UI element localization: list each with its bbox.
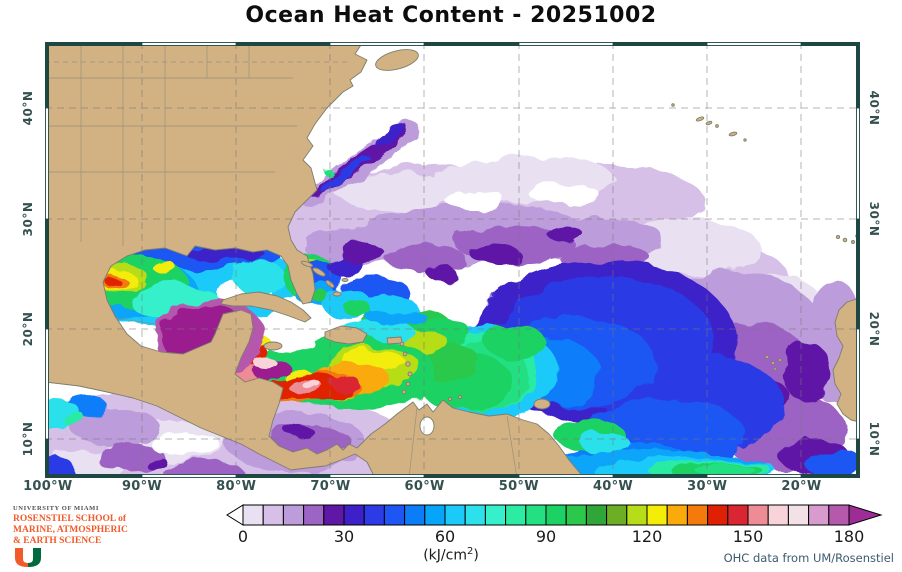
x-tick-label: 60°W (404, 479, 445, 494)
colorbar-cell (707, 504, 729, 526)
colorbar-cell (828, 504, 850, 526)
colorbar-cell (666, 504, 688, 526)
colorbar-cell (626, 504, 648, 526)
colorbar-cell (404, 504, 426, 526)
colorbar-cell (424, 504, 446, 526)
colorbar-cell (686, 504, 709, 526)
y-tick-label: 40°N (21, 90, 35, 126)
y-tick-label: 20°N (867, 311, 881, 347)
colorbar-cell (505, 504, 527, 526)
colorbar-tick: 60 (434, 527, 456, 546)
colorbar-tick: 120 (631, 527, 663, 546)
land-jamaica (263, 341, 283, 351)
y-tick-label: 30°N (21, 201, 35, 236)
colorbar-cell (525, 504, 547, 526)
colorbar-cell (767, 504, 789, 526)
colorbar-tick: 30 (333, 527, 355, 546)
colorbar-cell (444, 504, 466, 526)
colorbar-cell (565, 504, 587, 526)
colorbar-arrow-right (848, 504, 883, 526)
land-puerto-rico (386, 336, 403, 345)
land-azores (671, 103, 747, 142)
colorbar-cell (303, 504, 325, 526)
logo-school-line1: ROSENSTIEL SCHOOL of (13, 514, 126, 524)
colorbar-cell (747, 504, 769, 526)
colorbar-tick: 150 (732, 527, 764, 546)
y-tick-label: 10°N (21, 422, 35, 457)
lake-maracaibo (419, 416, 435, 436)
y-tick-label: 30°N (867, 201, 881, 236)
x-tick-label: 100°W (23, 479, 73, 494)
x-tick-label: 80°W (216, 479, 257, 494)
y-tick-label: 10°N (867, 422, 881, 457)
y-tick-label: 20°N (21, 311, 35, 347)
logo-university-line: UNIVERSITY OF MIAMI (13, 505, 100, 512)
land-cape-verde (765, 355, 782, 371)
miami-u-icon (14, 548, 42, 572)
colorbar-cell (363, 504, 385, 526)
ohc-map (44, 41, 861, 479)
colorbar-tick: 180 (833, 527, 865, 546)
colorbar-cell (484, 504, 507, 526)
logo-school-line2: MARINE, ATMOSPHERIC (13, 524, 128, 535)
page-title: Ocean Heat Content - 20251002 (245, 3, 657, 28)
logo-school-line3: & EARTH SCIENCE (13, 535, 102, 546)
colorbar-cell (262, 504, 284, 526)
colorbar-cell (787, 504, 810, 526)
colorbar-cell (808, 504, 830, 526)
y-tick-label: 40°N (867, 90, 881, 126)
colorbar (215, 503, 887, 529)
colorbar-cell (343, 504, 365, 526)
colorbar-cell (383, 504, 406, 526)
data-attribution: OHC data from UM/Rosenstiel (723, 551, 894, 565)
colorbar-unit-label: (kJ/cm2) (423, 546, 479, 564)
latitude-axis-left: 40°N 30°N 20°N 10°N (0, 42, 40, 478)
colorbar-cell (585, 504, 608, 526)
x-tick-label: 30°W (687, 479, 728, 494)
latitude-axis-right: 40°N 30°N 20°N 10°N (862, 42, 902, 478)
x-tick-label: 40°W (592, 479, 634, 494)
land-nova-scotia (375, 49, 419, 71)
colorbar-cell (545, 504, 567, 526)
colorbar-cell (727, 504, 749, 526)
colorbar-cell (606, 504, 628, 526)
colorbar-arrow-left (226, 504, 244, 526)
graticule (45, 42, 860, 478)
colorbar-cell (646, 504, 668, 526)
rosenstiel-logo: UNIVERSITY OF MIAMI ROSENSTIEL SCHOOL of… (13, 505, 203, 547)
map-frame (45, 42, 860, 478)
map-canvas (44, 41, 861, 479)
colorbar-cell (282, 504, 305, 526)
state-borders (45, 42, 518, 479)
colorbar-cell (323, 504, 345, 526)
colorbar-tick: 0 (237, 527, 249, 546)
x-tick-label: 70°W (310, 479, 351, 494)
land-hispaniola (324, 325, 368, 345)
x-tick-label: 90°W (121, 479, 163, 494)
colorbar-cell (464, 504, 486, 526)
colorbar-tick-labels: 0 30 60 90 120 150 180 (215, 527, 887, 547)
x-tick-label: 50°W (498, 479, 539, 494)
land-lesser-antilles (399, 341, 551, 410)
colorbar-cell (242, 504, 264, 526)
longitude-axis: 100°W 90°W 80°W 70°W 60°W 50°W 40°W 30°W 20°W (23, 479, 860, 499)
colorbar-tick: 90 (535, 527, 557, 546)
x-tick-label: 20°W (781, 479, 822, 494)
